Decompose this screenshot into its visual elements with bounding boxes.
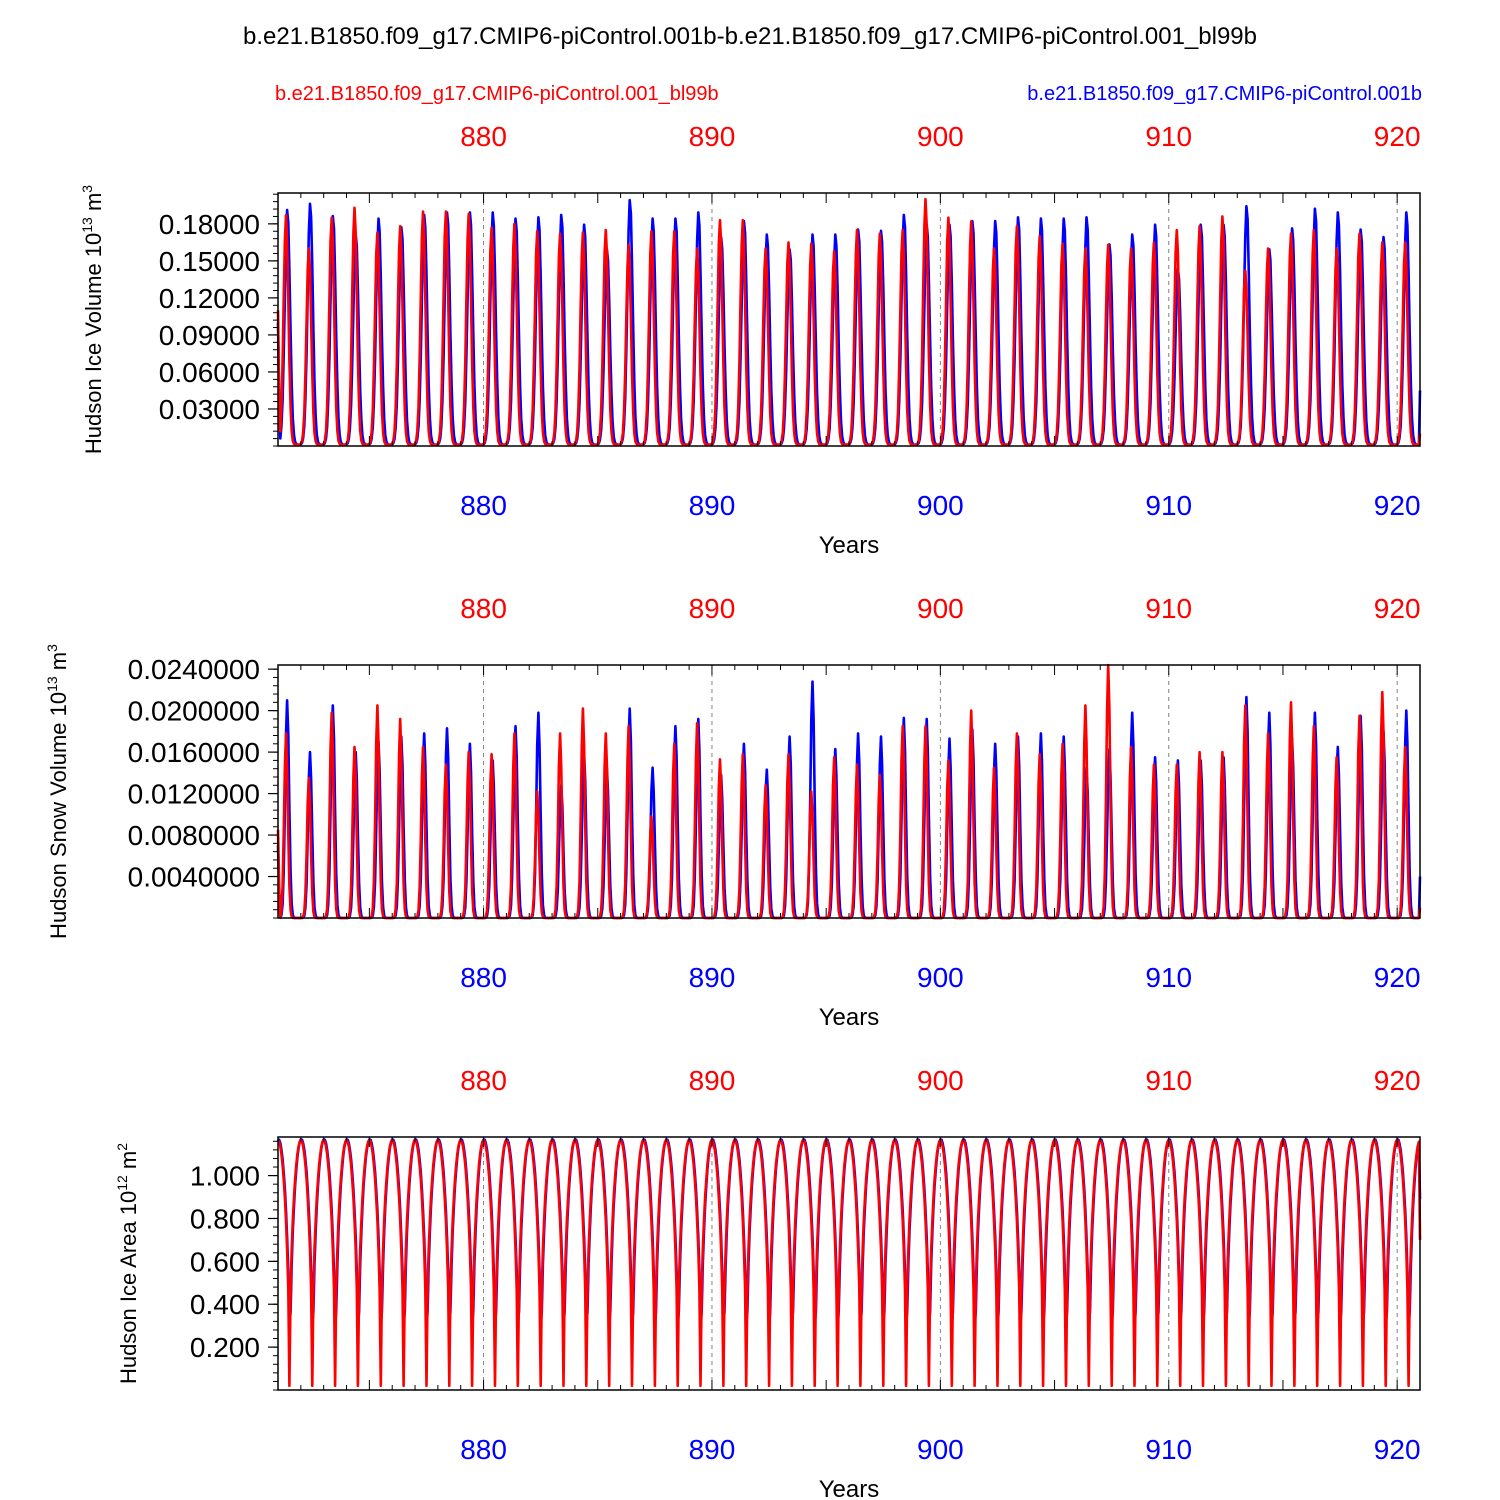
x-tick-label-top: 920 [1374,1065,1421,1096]
x-tick-label-bottom: 880 [460,962,507,993]
x-tick-label-bottom: 920 [1374,490,1421,521]
x-tick-label-top: 910 [1145,121,1192,152]
legend-blue-label: b.e21.B1850.f09_g17.CMIP6-piControl.001b [1027,83,1422,105]
y-tick-label: 1.000 [190,1161,260,1192]
y-tick-label: 0.0080000 [128,820,260,851]
x-tick-label-top: 900 [917,1065,964,1096]
x-tick-label-bottom: 890 [689,962,736,993]
series-line-red [277,1138,1422,1387]
y-axis-title: Hudson Snow Volume 1013 m3 [44,644,71,939]
x-tick-label-top: 910 [1145,1065,1192,1096]
y-tick-label: 0.03000 [159,394,260,425]
x-tick-label-bottom: 880 [460,1434,507,1465]
chart-panel-2: 880 880 890 890 900 900 910 910 920 920 Years 0.004… [44,593,1422,1031]
y-tick-label: 0.400 [190,1289,260,1320]
x-tick-label-bottom: 880 [460,490,507,521]
y-tick-label: 0.15000 [159,246,260,277]
y-tick-label: 0.09000 [159,320,260,351]
x-tick-label-bottom: 890 [689,490,736,521]
x-tick-label-top: 880 [460,121,507,152]
x-tick-label-top: 890 [689,1065,736,1096]
x-tick-label-bottom: 900 [917,1434,964,1465]
x-tick-label-bottom: 900 [917,962,964,993]
y-tick-label: 0.06000 [159,357,260,388]
x-tick-label-bottom: 900 [917,490,964,521]
x-tick-label-bottom: 920 [1374,962,1421,993]
x-tick-label-top: 880 [460,593,507,624]
y-tick-label: 0.12000 [159,283,260,314]
x-tick-label-bottom: 910 [1145,490,1192,521]
x-axis-title: Years [819,1004,880,1031]
chart-panel-1: 880 880 890 890 900 900 910 910 920 920 Years 0.030… [79,121,1422,559]
x-tick-label-bottom: 920 [1374,1434,1421,1465]
y-tick-label: 0.600 [190,1246,260,1277]
y-tick-label: 0.800 [190,1203,260,1234]
chart-panels: 880 880 890 890 900 900 910 910 920 920 Years 0.030… [44,121,1422,1500]
x-axis-title: Years [819,532,880,559]
chart-panel-3: 880 880 890 890 900 900 910 910 920 920 Years 0.200… [114,1065,1422,1500]
x-tick-label-bottom: 910 [1145,1434,1192,1465]
x-tick-label-bottom: 890 [689,1434,736,1465]
y-tick-label: 0.200 [190,1332,260,1363]
y-tick-label: 0.0200000 [128,696,260,727]
y-tick-label: 0.0160000 [128,737,260,768]
x-tick-label-top: 900 [917,121,964,152]
x-tick-label-top: 920 [1374,593,1421,624]
x-tick-label-bottom: 910 [1145,962,1192,993]
y-tick-label: 0.0240000 [128,654,260,685]
x-tick-label-top: 910 [1145,593,1192,624]
figure-title: b.e21.B1850.f09_g17.CMIP6-piControl.001b… [243,23,1257,50]
x-axis-title: Years [819,1476,880,1500]
x-tick-label-top: 880 [460,1065,507,1096]
x-tick-label-top: 890 [689,593,736,624]
y-axis-title: Hudson Ice Volume 1013 m3 [79,185,106,454]
y-tick-label: 0.0040000 [128,862,260,893]
legend-red-label: b.e21.B1850.f09_g17.CMIP6-piControl.001_… [275,83,719,105]
x-tick-label-top: 890 [689,121,736,152]
x-tick-label-top: 920 [1374,121,1421,152]
y-tick-label: 0.18000 [159,209,260,240]
x-tick-label-top: 900 [917,593,964,624]
y-axis-title: Hudson Ice Area 1012 m2 [114,1143,141,1384]
y-tick-label: 0.0120000 [128,779,260,810]
